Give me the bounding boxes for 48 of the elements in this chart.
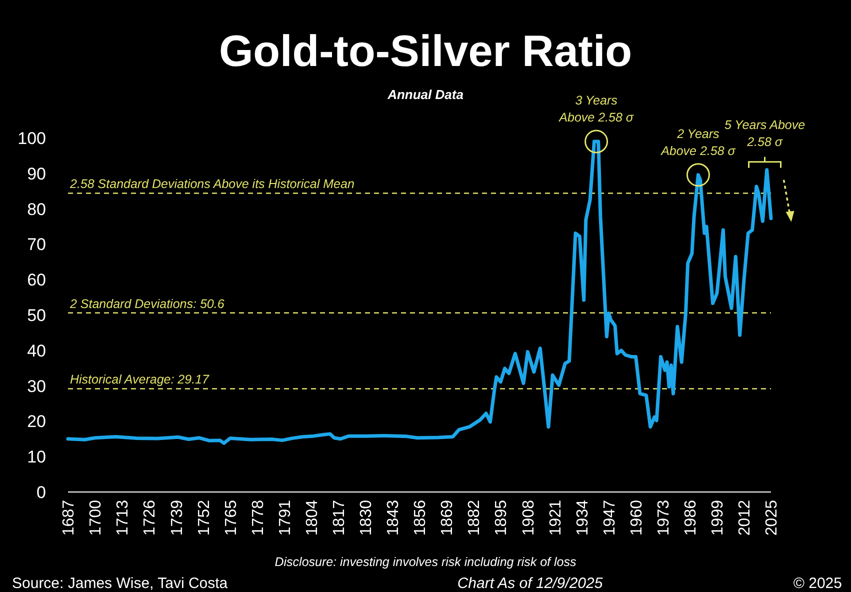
y-tick-label: 70 (27, 235, 46, 254)
x-tick-label: 1921 (547, 500, 564, 536)
chart-subtitle: Annual Data (386, 87, 464, 102)
x-tick-label: 1973 (655, 500, 672, 536)
x-tick-label: 1843 (385, 500, 402, 536)
y-tick-label: 30 (27, 376, 46, 396)
text: Chart As of 12/9/2025 (457, 575, 604, 592)
ref-line-label: 2 Standard Deviations: 50.6 (69, 296, 224, 311)
y-tick-label: 50 (27, 306, 46, 325)
x-tick-label: 1999 (710, 500, 727, 536)
x-tick-label: 1934 (574, 500, 592, 536)
x-tick-label: 1830 (358, 500, 376, 536)
x-tick-label: 1700 (88, 500, 105, 536)
x-tick-label: 2025 (764, 500, 781, 536)
x-tick-label: 1869 (439, 500, 456, 536)
chart-title: Gold-to-Silver Ratio (218, 27, 632, 76)
x-tick-label: 1778 (250, 500, 267, 536)
y-tick-label: 10 (27, 448, 46, 467)
y-tick-label: 40 (27, 341, 46, 360)
x-tick-label: 1726 (142, 500, 159, 536)
y-tick-label: 0 (36, 482, 46, 502)
x-tick-label: 1739 (168, 500, 186, 536)
ref-line-label: 2.58 Standard Deviations Above its Historical Mean (69, 177, 354, 192)
x-tick-label: 1947 (601, 500, 618, 536)
y-tick-label: 60 (27, 270, 46, 290)
y-tick-label: 20 (27, 412, 46, 432)
y-tick-label: 80 (27, 200, 46, 219)
text: © 2025 (793, 575, 842, 592)
y-tick-label: 90 (27, 164, 46, 184)
x-tick-label: 1752 (196, 500, 213, 536)
x-tick-label: 1856 (412, 500, 430, 536)
text: Disclosure: investing involves risk including risk of loss (274, 555, 576, 569)
x-tick-label: 1765 (222, 500, 240, 536)
x-tick-label: 2012 (736, 500, 754, 536)
x-tick-label: 1791 (276, 500, 294, 536)
x-tick-label: 1817 (330, 500, 348, 536)
x-tick-label: 1804 (304, 500, 321, 536)
x-tick-label: 1908 (520, 500, 538, 536)
source-note: Source: James Wise, Tavi Costa (12, 575, 228, 592)
ref-line-label: Historical Average: 29.17 (70, 372, 210, 387)
x-tick-label: 1960 (628, 500, 646, 536)
x-tick-label: 1687 (60, 500, 78, 536)
x-tick-label: 1986 (682, 500, 700, 536)
x-tick-label: 1713 (114, 500, 132, 536)
x-tick-label: 1895 (493, 500, 510, 536)
x-tick-label: 1882 (466, 500, 484, 536)
annotation: 3 Years Above 2.58 σ (558, 94, 634, 125)
y-tick-label: 100 (18, 128, 46, 148)
